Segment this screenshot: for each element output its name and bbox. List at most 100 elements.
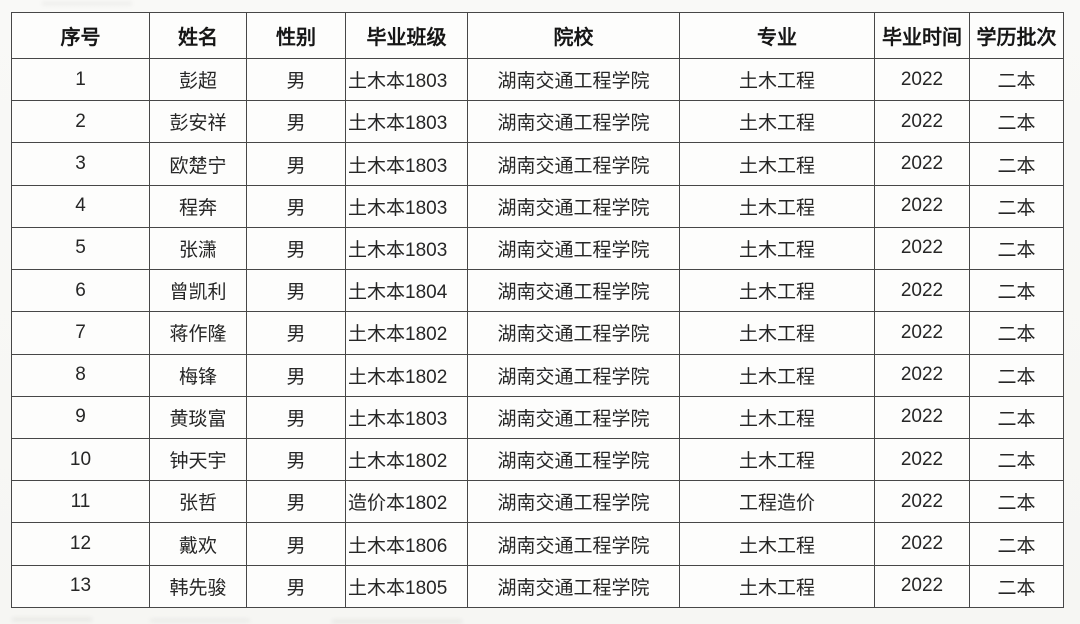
table-cell-gender: 男 — [246, 522, 346, 566]
cutoff-row-hint — [150, 619, 250, 622]
table-cell-name: 张哲 — [149, 480, 247, 524]
table-cell-school: 湖南交通工程学院 — [467, 142, 680, 186]
table-cell-major: 土木工程 — [679, 226, 875, 271]
table-cell-major: 土木工程 — [679, 353, 875, 397]
table-cell-gender: 男 — [246, 226, 346, 271]
table-cell-index: 1 — [11, 57, 150, 102]
table-row: 4 程奔男土木本1803 湖南交通工程学院 土木工程 2022 二本 — [11, 184, 1064, 228]
table-cell-batch: 二本 — [969, 395, 1064, 439]
header-cell-school: 院校 — [467, 12, 680, 59]
table-cell-gender: 男 — [246, 311, 346, 355]
table-row: 7 蒋作隆男土木本1802 湖南交通工程学院 土木工程 2022 二本 — [11, 311, 1064, 355]
table-cell-class: 土木本1802 — [345, 311, 468, 355]
table-cell-name: 彭安祥 — [149, 100, 247, 144]
table-cell-gender: 男 — [246, 184, 346, 228]
table-cell-index: 12 — [11, 522, 150, 566]
table-cell-school: 湖南交通工程学院 — [467, 522, 680, 566]
table-cell-year: 2022 — [874, 142, 970, 186]
table-cell-name: 曾凯利 — [149, 269, 247, 313]
table-cell-class: 土木本1804 — [345, 269, 468, 313]
table-cell-year: 2022 — [874, 57, 970, 102]
table-cell-batch: 二本 — [969, 226, 1064, 271]
table-cell-class: 土木本1803 — [345, 57, 468, 102]
header-cell-name: 姓名 — [149, 12, 247, 59]
table-row: 10 钟天宇男土木本1802 湖南交通工程学院 土木工程 2022 二本 — [11, 437, 1064, 482]
graduates-table: 序号 姓名 性别 毕业班级 院校 专业 毕业时间 学历批次 1 彭超男土木本180… — [11, 12, 1064, 609]
table-cell-name: 黄琰富 — [149, 395, 247, 439]
table-row: 5 张潇男土木本1803 湖南交通工程学院 土木工程 2022 二本 — [11, 226, 1064, 271]
table-cell-school: 湖南交通工程学院 — [467, 226, 680, 271]
table-cell-class: 土木本1803 — [345, 184, 468, 228]
table-cell-class: 土木本1803 — [345, 395, 468, 439]
table-cell-index: 13 — [11, 564, 150, 609]
table-cell-batch: 二本 — [969, 480, 1064, 524]
table-cell-school: 湖南交通工程学院 — [467, 184, 680, 228]
table-cell-gender: 男 — [246, 437, 346, 482]
table-cell-batch: 二本 — [969, 437, 1064, 482]
table-cell-year: 2022 — [874, 353, 970, 397]
table-cell-major: 土木工程 — [679, 100, 875, 144]
table-cell-batch: 二本 — [969, 142, 1064, 186]
table-cell-class: 土木本1805 — [345, 564, 468, 609]
table-row: 3 欧楚宁男土木本1803 湖南交通工程学院 土木工程 2022 二本 — [11, 142, 1064, 186]
table-cell-batch: 二本 — [969, 184, 1064, 228]
table-cell-year: 2022 — [874, 395, 970, 439]
scan-artifact-smudge — [42, 2, 132, 5]
table-cell-major: 土木工程 — [679, 184, 875, 228]
cutoff-row-hint — [12, 618, 92, 621]
table-cell-major: 土木工程 — [679, 57, 875, 102]
table-cell-gender: 男 — [246, 564, 346, 609]
table-cell-name: 梅锋 — [149, 353, 247, 397]
table-row: 6 曾凯利男土木本1804 湖南交通工程学院 土木工程 2022 二本 — [11, 269, 1064, 313]
table-cell-major: 土木工程 — [679, 522, 875, 566]
table-cell-year: 2022 — [874, 564, 970, 609]
table-cell-major: 工程造价 — [679, 480, 875, 524]
table-cell-major: 土木工程 — [679, 395, 875, 439]
table-cell-year: 2022 — [874, 437, 970, 482]
table-cell-gender: 男 — [246, 57, 346, 102]
table-cell-batch: 二本 — [969, 100, 1064, 144]
table-row: 1 彭超男土木本1803 湖南交通工程学院 土木工程 2022 二本 — [11, 57, 1064, 102]
table-cell-batch: 二本 — [969, 57, 1064, 102]
table-cell-class: 土木本1802 — [345, 437, 468, 482]
header-cell-major: 专业 — [679, 12, 875, 59]
table-cell-class: 造价本1802 — [345, 480, 468, 524]
table-cell-class: 土木本1803 — [345, 226, 468, 271]
table-cell-school: 湖南交通工程学院 — [467, 311, 680, 355]
table-cell-index: 8 — [11, 353, 150, 397]
header-cell-gender: 性别 — [246, 12, 346, 59]
table-cell-name: 张潇 — [149, 226, 247, 271]
table-cell-major: 土木工程 — [679, 142, 875, 186]
table-cell-class: 土木本1802 — [345, 353, 468, 397]
table-cell-index: 9 — [11, 395, 150, 439]
table-cell-index: 7 — [11, 311, 150, 355]
table-cell-school: 湖南交通工程学院 — [467, 480, 680, 524]
table-cell-batch: 二本 — [969, 269, 1064, 313]
table-cell-name: 程奔 — [149, 184, 247, 228]
table-cell-year: 2022 — [874, 269, 970, 313]
cutoff-row-hint — [332, 620, 462, 623]
table-cell-major: 土木工程 — [679, 564, 875, 609]
table-cell-gender: 男 — [246, 480, 346, 524]
table-body: 1 彭超男土木本1803 湖南交通工程学院 土木工程 2022 二本 2 彭安祥男土木本180… — [11, 57, 1064, 609]
table-cell-year: 2022 — [874, 100, 970, 144]
table-cell-school: 湖南交通工程学院 — [467, 269, 680, 313]
table-row: 2 彭安祥男土木本1803 湖南交通工程学院 土木工程 2022 二本 — [11, 100, 1064, 144]
table-cell-gender: 男 — [246, 269, 346, 313]
table-cell-major: 土木工程 — [679, 311, 875, 355]
table-cell-year: 2022 — [874, 522, 970, 566]
header-cell-index: 序号 — [11, 12, 150, 59]
table-cell-year: 2022 — [874, 184, 970, 228]
table-cell-index: 5 — [11, 226, 150, 271]
table-cell-batch: 二本 — [969, 311, 1064, 355]
table-cell-year: 2022 — [874, 226, 970, 271]
table-cell-index: 3 — [11, 142, 150, 186]
table-cell-major: 土木工程 — [679, 437, 875, 482]
table-cell-index: 2 — [11, 100, 150, 144]
table-cell-school: 湖南交通工程学院 — [467, 100, 680, 144]
table-cell-class: 土木本1806 — [345, 522, 468, 566]
table-cell-school: 湖南交通工程学院 — [467, 353, 680, 397]
table-row: 9 黄琰富男土木本1803 湖南交通工程学院 土木工程 2022 二本 — [11, 395, 1064, 439]
table-cell-name: 韩先骏 — [149, 564, 247, 609]
